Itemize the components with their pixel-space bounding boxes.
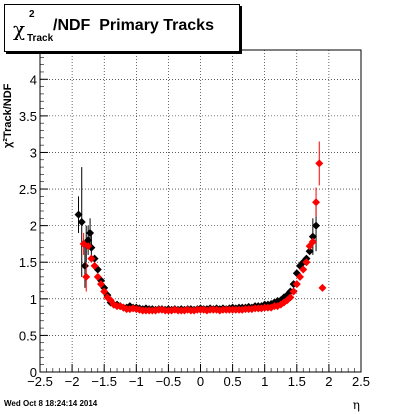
y-tick-label: 4 [30, 72, 37, 87]
x-tick-label: 2 [325, 374, 332, 389]
x-tick-label: 0 [197, 374, 204, 389]
title-symbol: χ [13, 17, 26, 41]
data-point [82, 272, 91, 281]
y-tick-label: 3.5 [19, 109, 37, 124]
title-superscript: 2 [29, 9, 35, 20]
y-tick-label: 0.5 [19, 328, 37, 343]
data-point [302, 258, 311, 267]
x-tick-label: −1.5 [91, 374, 117, 389]
data-point [312, 198, 321, 207]
data-point [90, 261, 99, 270]
data-point [74, 210, 83, 219]
data-point [286, 293, 295, 302]
data-point [86, 228, 95, 237]
data-point [93, 272, 102, 281]
y-axis-label: χ²Track/NDF [2, 58, 22, 148]
x-axis-label: η [352, 398, 360, 412]
data-point [308, 232, 317, 241]
data-point [87, 254, 96, 263]
chart-title: χ 2 Track /NDF Primary Tracks [4, 4, 240, 52]
x-tick-label: 1 [261, 374, 268, 389]
x-tick-label: 0.5 [224, 374, 242, 389]
data-point [315, 159, 324, 168]
data-point [96, 280, 105, 289]
timestamp-footer: Wed Oct 8 18:24:14 2014 [4, 399, 98, 408]
data-point [305, 247, 314, 256]
y-tick-label: 0 [30, 365, 37, 380]
x-tick-label: −2.5 [27, 374, 53, 389]
x-tick-label: 2.5 [352, 374, 370, 389]
y-tick-label: 1.5 [19, 255, 37, 270]
plot-frame [39, 49, 362, 373]
data-point [299, 265, 308, 274]
data-point [308, 237, 317, 246]
data-point [77, 217, 86, 226]
y-tick-label: 2.5 [19, 182, 37, 197]
y-axis-label-text: χ²Track/NDF [2, 83, 14, 148]
data-point [296, 272, 305, 281]
data-point [292, 280, 301, 289]
data-point [84, 236, 93, 245]
data-point [84, 242, 93, 251]
x-tick-label: 1.5 [288, 374, 306, 389]
y-tick-label: 1 [30, 292, 37, 307]
y-tick-label: 3 [30, 145, 37, 160]
data-point [289, 287, 298, 296]
title-text: /NDF Primary Tracks [53, 17, 214, 34]
data-point [312, 221, 321, 230]
y-tick-label: 2 [30, 219, 37, 234]
data-point [80, 261, 89, 270]
x-tick-label: −1 [129, 374, 144, 389]
data-point [318, 283, 327, 292]
title-subscript: Track [27, 33, 54, 44]
x-tick-label: −2 [65, 374, 80, 389]
data-point [100, 287, 109, 296]
x-tick-label: −0.5 [156, 374, 182, 389]
